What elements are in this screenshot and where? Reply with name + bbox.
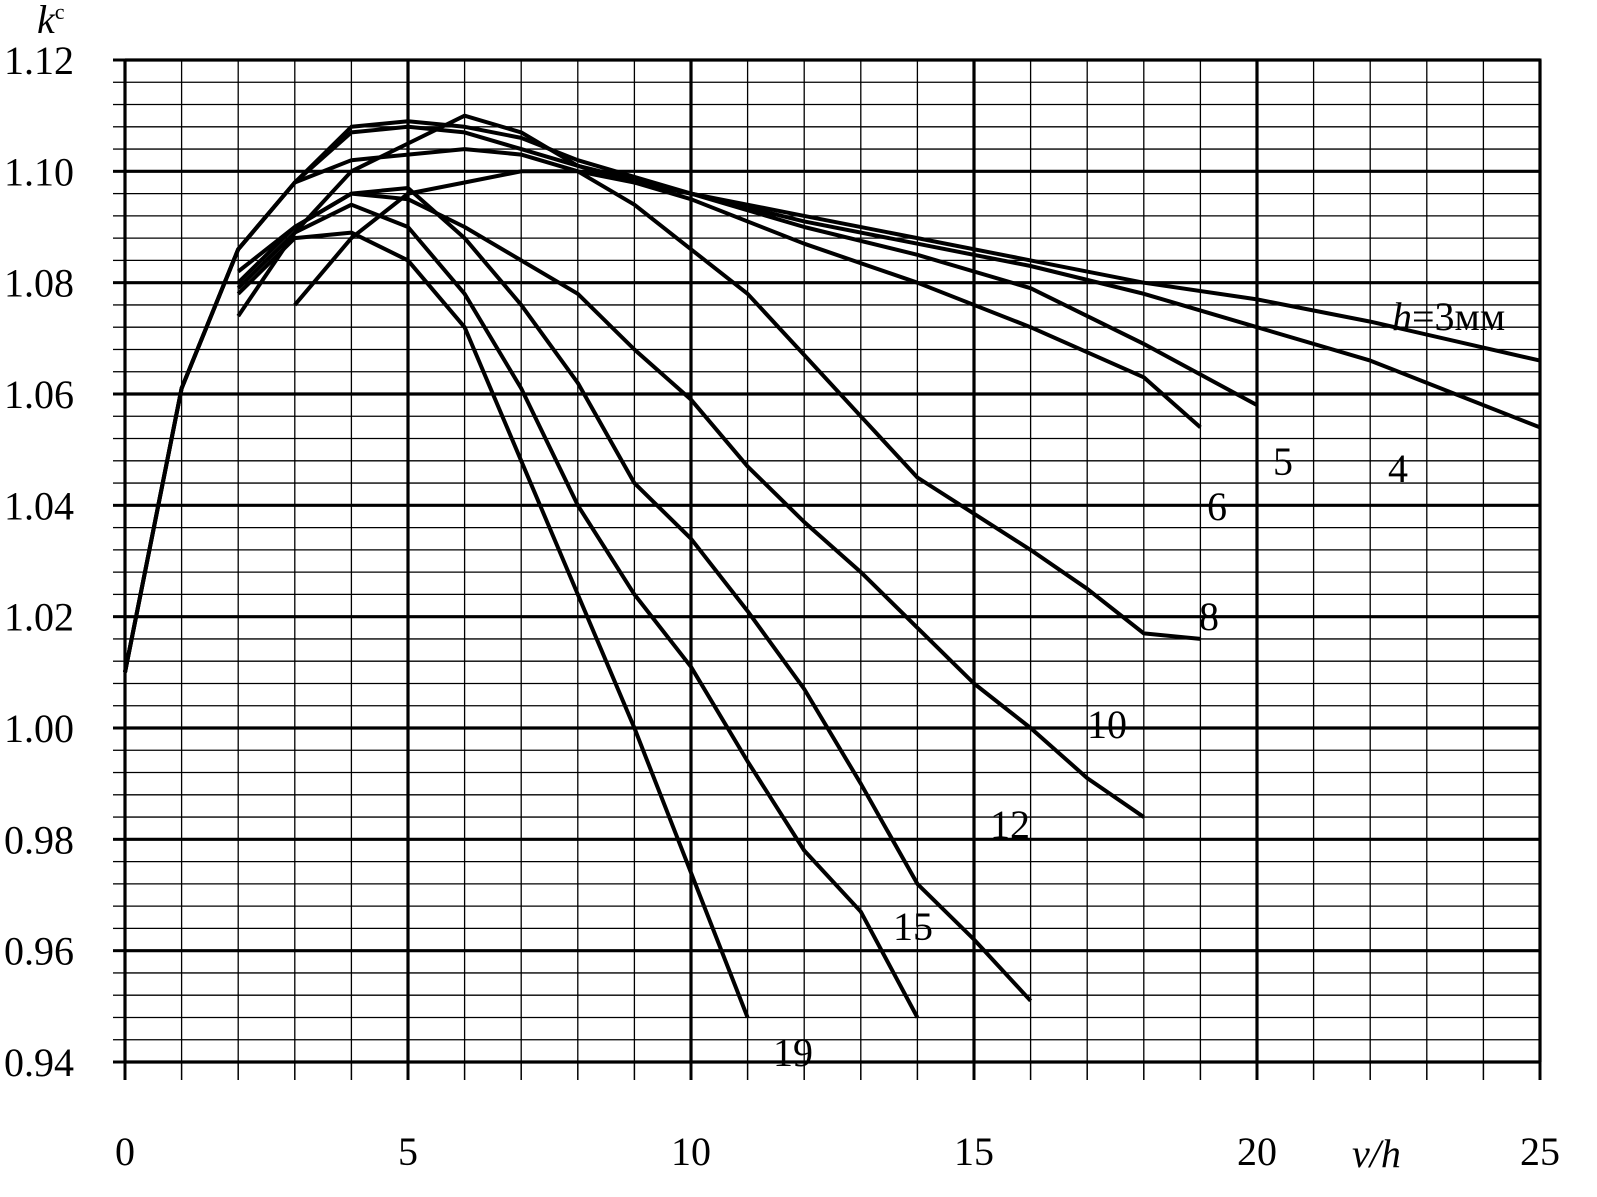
y-tick-label: 1.04 (4, 483, 74, 528)
tick-labels: 0 5 10 15 20 25 0.94 0.96 0.98 1.00 1.02 1.04 1.06 1.… (4, 38, 1560, 1174)
y-tick-label: 1.06 (4, 372, 74, 417)
x-tick-label: 5 (398, 1129, 418, 1174)
y-tick-label: 0.94 (4, 1040, 74, 1085)
series-line-4 (123, 124, 1541, 673)
series-line-6 (236, 113, 1202, 429)
series-label-5: 5 (1273, 439, 1293, 484)
x-tick-label: 10 (671, 1129, 711, 1174)
series-label-8: 8 (1199, 594, 1219, 639)
series-label-4: 4 (1388, 446, 1408, 491)
y-tick-label: 0.98 (4, 817, 74, 862)
y-axis-title: kc (37, 0, 65, 42)
series-line-19 (236, 230, 750, 1019)
y-tick-label: 1.00 (4, 706, 74, 751)
series-label-10: 10 (1087, 702, 1127, 747)
x-axis-title: v/h (1352, 1131, 1401, 1176)
series-line-12 (236, 186, 1033, 1003)
x-tick-label: 15 (954, 1129, 994, 1174)
series-label-=3мм: h=3мм (1392, 294, 1505, 339)
y-tick-label: 1.12 (4, 38, 74, 83)
series-label-19: 19 (773, 1030, 813, 1075)
grid (113, 58, 1542, 1080)
series-line-5 (123, 119, 1258, 673)
y-tick-label: 0.96 (4, 929, 74, 974)
series-line-15 (236, 202, 920, 1019)
plot-frame (123, 58, 1542, 1064)
series-labels: h=3мм 4 5 6 8 10 12 15 19 (773, 294, 1505, 1075)
x-tick-label: 20 (1237, 1129, 1277, 1174)
x-tick-label: 25 (1520, 1129, 1560, 1174)
x-tick-label: 0 (115, 1129, 135, 1174)
series-line-10 (236, 191, 1145, 819)
series-label-15: 15 (893, 904, 933, 949)
y-tick-label: 1.08 (4, 261, 74, 306)
y-tick-label: 1.10 (4, 149, 74, 194)
y-tick-label: 1.02 (4, 595, 74, 640)
series-label-6: 6 (1207, 484, 1227, 529)
series-label-12: 12 (990, 802, 1030, 847)
series-lines (123, 113, 1541, 1019)
series-label-prefix: h (1392, 294, 1412, 339)
series-label-text: =3мм (1412, 294, 1505, 339)
series-line-8 (293, 169, 1201, 641)
